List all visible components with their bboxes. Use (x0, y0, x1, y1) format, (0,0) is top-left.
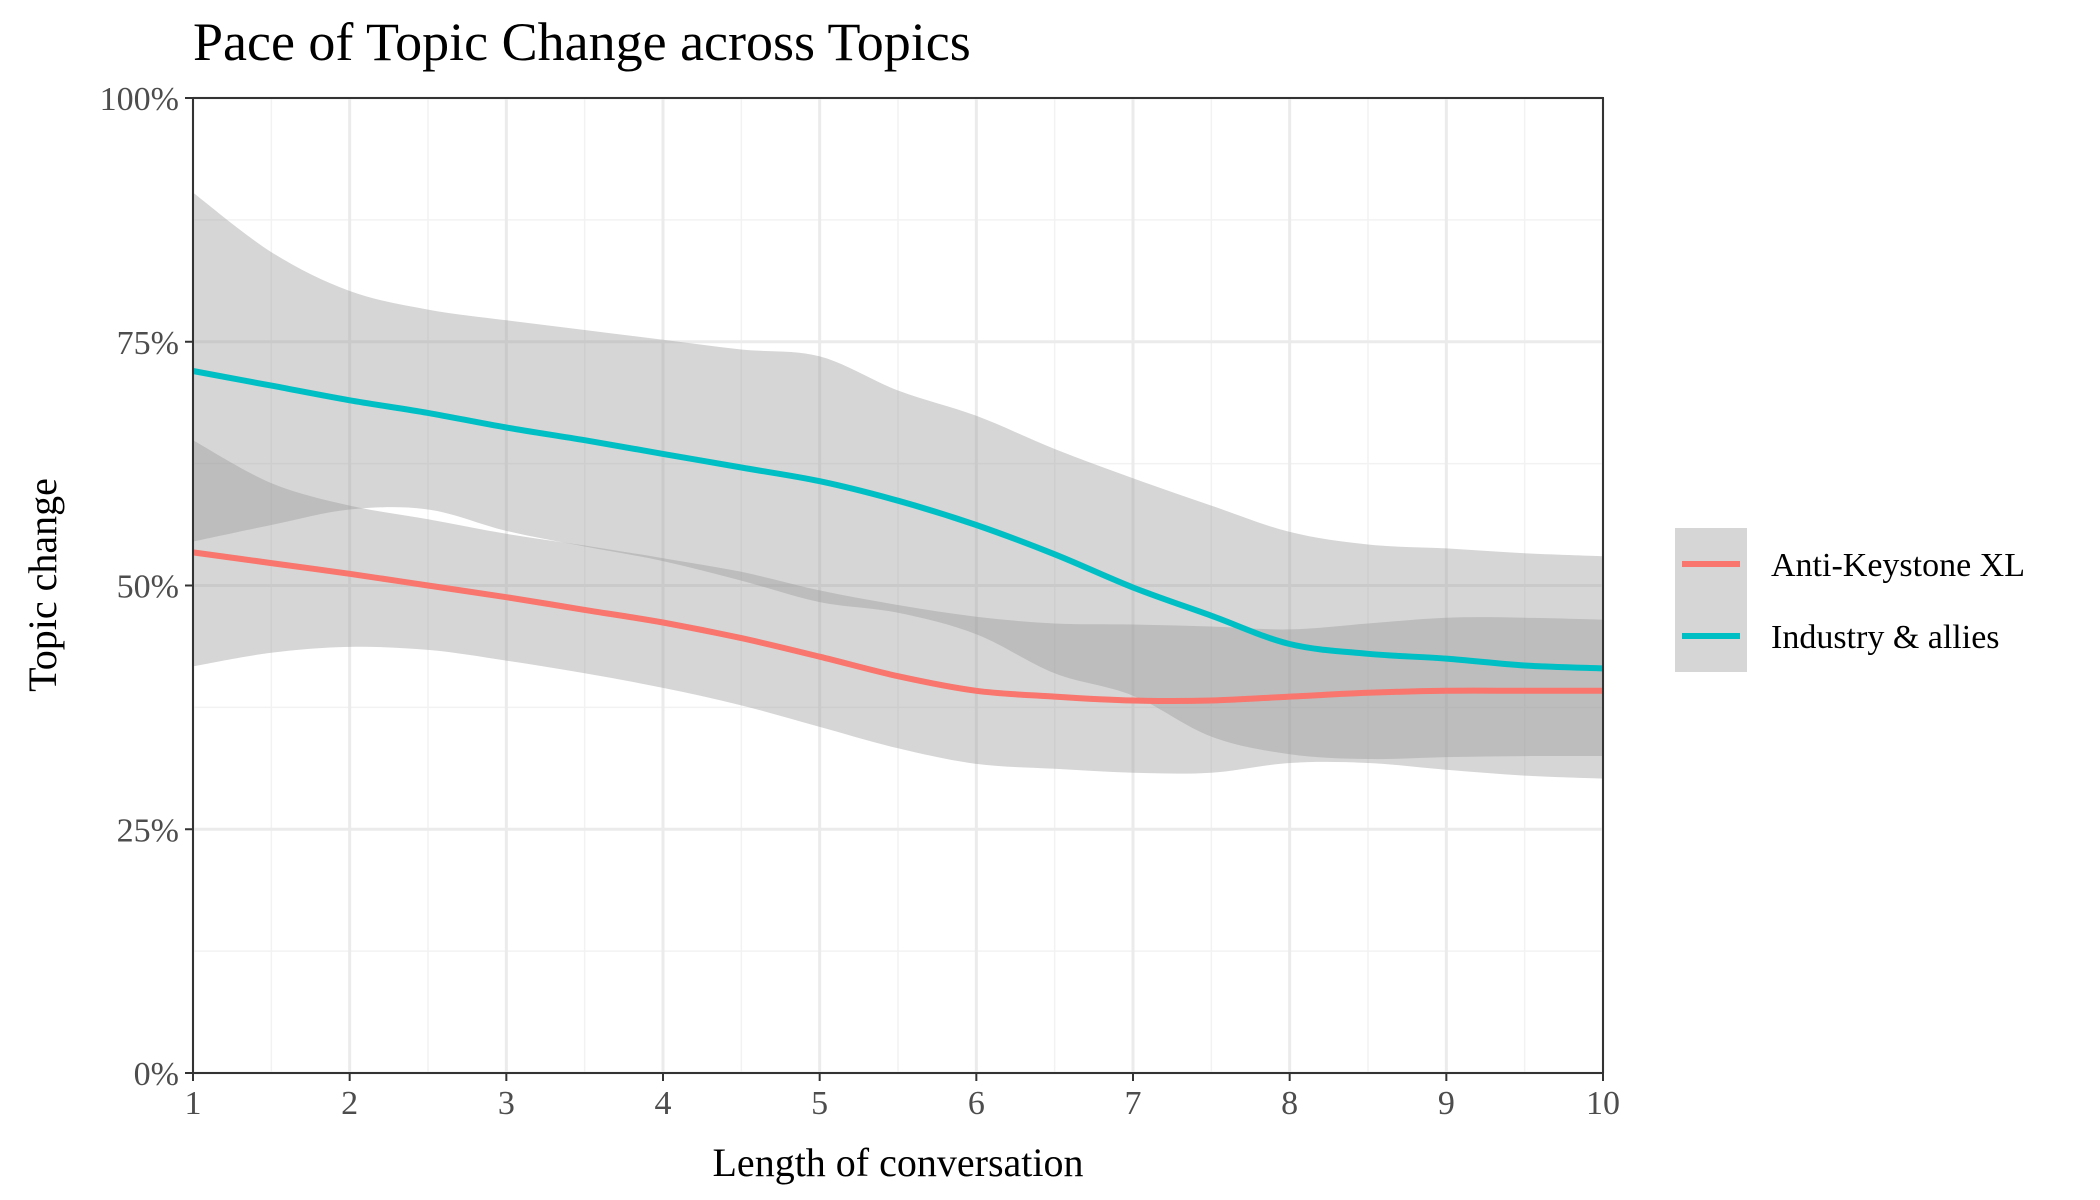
line-series-2 (192, 368, 1604, 672)
ribbon-series-1 (193, 440, 1603, 779)
confidence-ribbons (193, 192, 1603, 779)
legend: Anti-Keystone XL Industry & allies (1675, 528, 2025, 672)
x-tick-label: 10 (1586, 1085, 1620, 1122)
y-tick-label: 25% (117, 812, 179, 849)
x-axis-ticks: 1 2 3 4 5 6 7 8 9 10 (185, 1073, 1620, 1122)
chart-title: Pace of Topic Change across Topics (193, 12, 971, 72)
x-tick-label: 4 (655, 1085, 672, 1122)
y-tick-label: 100% (100, 81, 179, 118)
y-axis-ticks: 0% 25% 50% 75% 100% (100, 81, 193, 1093)
legend-label: Industry & allies (1771, 619, 2000, 656)
line-series-1 (192, 549, 1603, 705)
x-tick-label: 6 (968, 1085, 985, 1122)
x-tick-label: 2 (341, 1085, 358, 1122)
y-tick-label: 50% (117, 569, 179, 606)
ribbon-series-2 (193, 192, 1603, 760)
x-tick-label: 7 (1125, 1085, 1142, 1122)
x-tick-label: 8 (1281, 1085, 1298, 1122)
x-axis-title: Length of conversation (713, 1140, 1084, 1185)
y-tick-label: 75% (117, 325, 179, 362)
x-tick-label: 1 (185, 1085, 202, 1122)
series-lines (192, 368, 1604, 705)
x-tick-label: 3 (498, 1085, 515, 1122)
y-tick-label: 0% (134, 1056, 179, 1093)
y-axis-title: Topic change (20, 478, 65, 692)
legend-label: Anti-Keystone XL (1771, 547, 2025, 584)
x-tick-label: 9 (1438, 1085, 1455, 1122)
x-tick-label: 5 (811, 1085, 828, 1122)
